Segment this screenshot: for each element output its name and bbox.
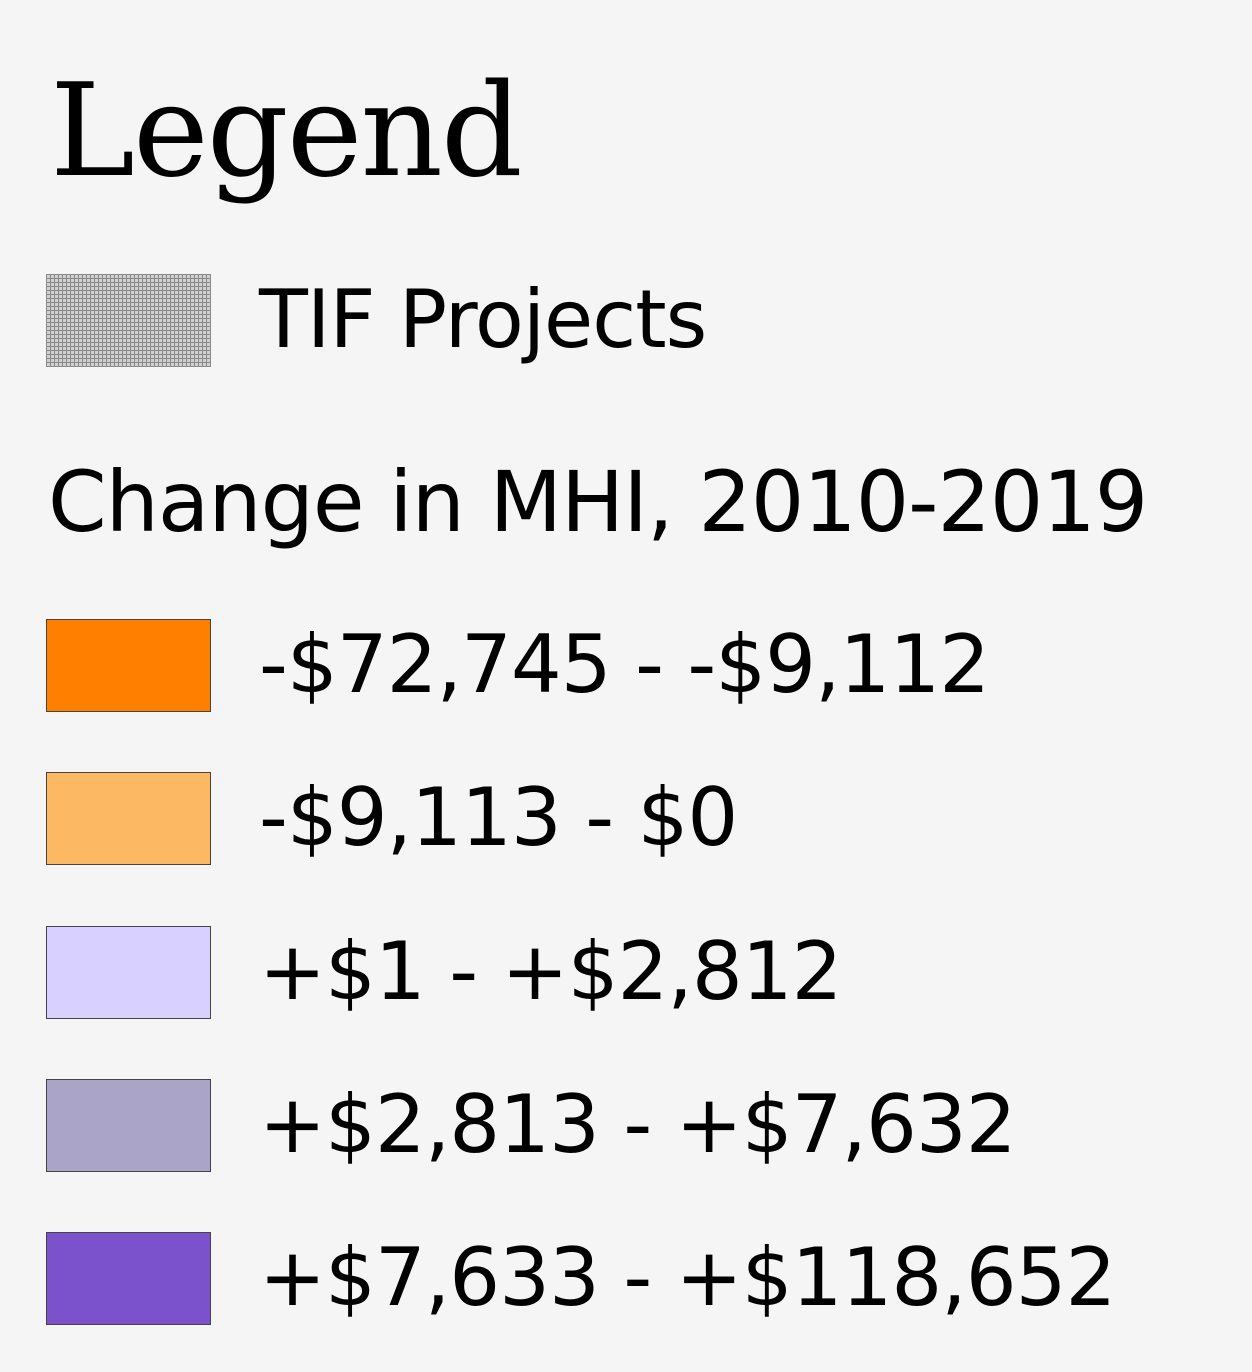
color-swatch	[46, 1231, 211, 1325]
legend-item-label: TIF Projects	[259, 273, 707, 366]
legend-class-3: +$1 - +$2,812	[46, 924, 843, 1020]
legend-item-tif-projects: TIF Projects	[46, 272, 707, 368]
legend-class-2: -$9,113 - $0	[46, 770, 738, 866]
legend-title: Legend	[50, 57, 523, 206]
legend-class-label: +$1 - +$2,812	[259, 925, 843, 1018]
legend-class-4: +$2,813 - +$7,632	[46, 1077, 1017, 1173]
color-swatch	[46, 618, 211, 712]
hatch-pattern-swatch	[46, 273, 211, 367]
legend-class-label: -$9,113 - $0	[259, 771, 738, 864]
color-swatch	[46, 771, 211, 865]
legend-class-1: -$72,745 - -$9,112	[46, 617, 990, 713]
color-swatch	[46, 1078, 211, 1172]
legend-class-5: +$7,633 - +$118,652	[46, 1230, 1116, 1326]
legend-class-label: -$72,745 - -$9,112	[259, 618, 990, 711]
legend-section-title: Change in MHI, 2010-2019	[48, 453, 1148, 551]
color-swatch	[46, 925, 211, 1019]
legend-class-label: +$7,633 - +$118,652	[259, 1231, 1116, 1324]
legend-class-label: +$2,813 - +$7,632	[259, 1078, 1017, 1171]
